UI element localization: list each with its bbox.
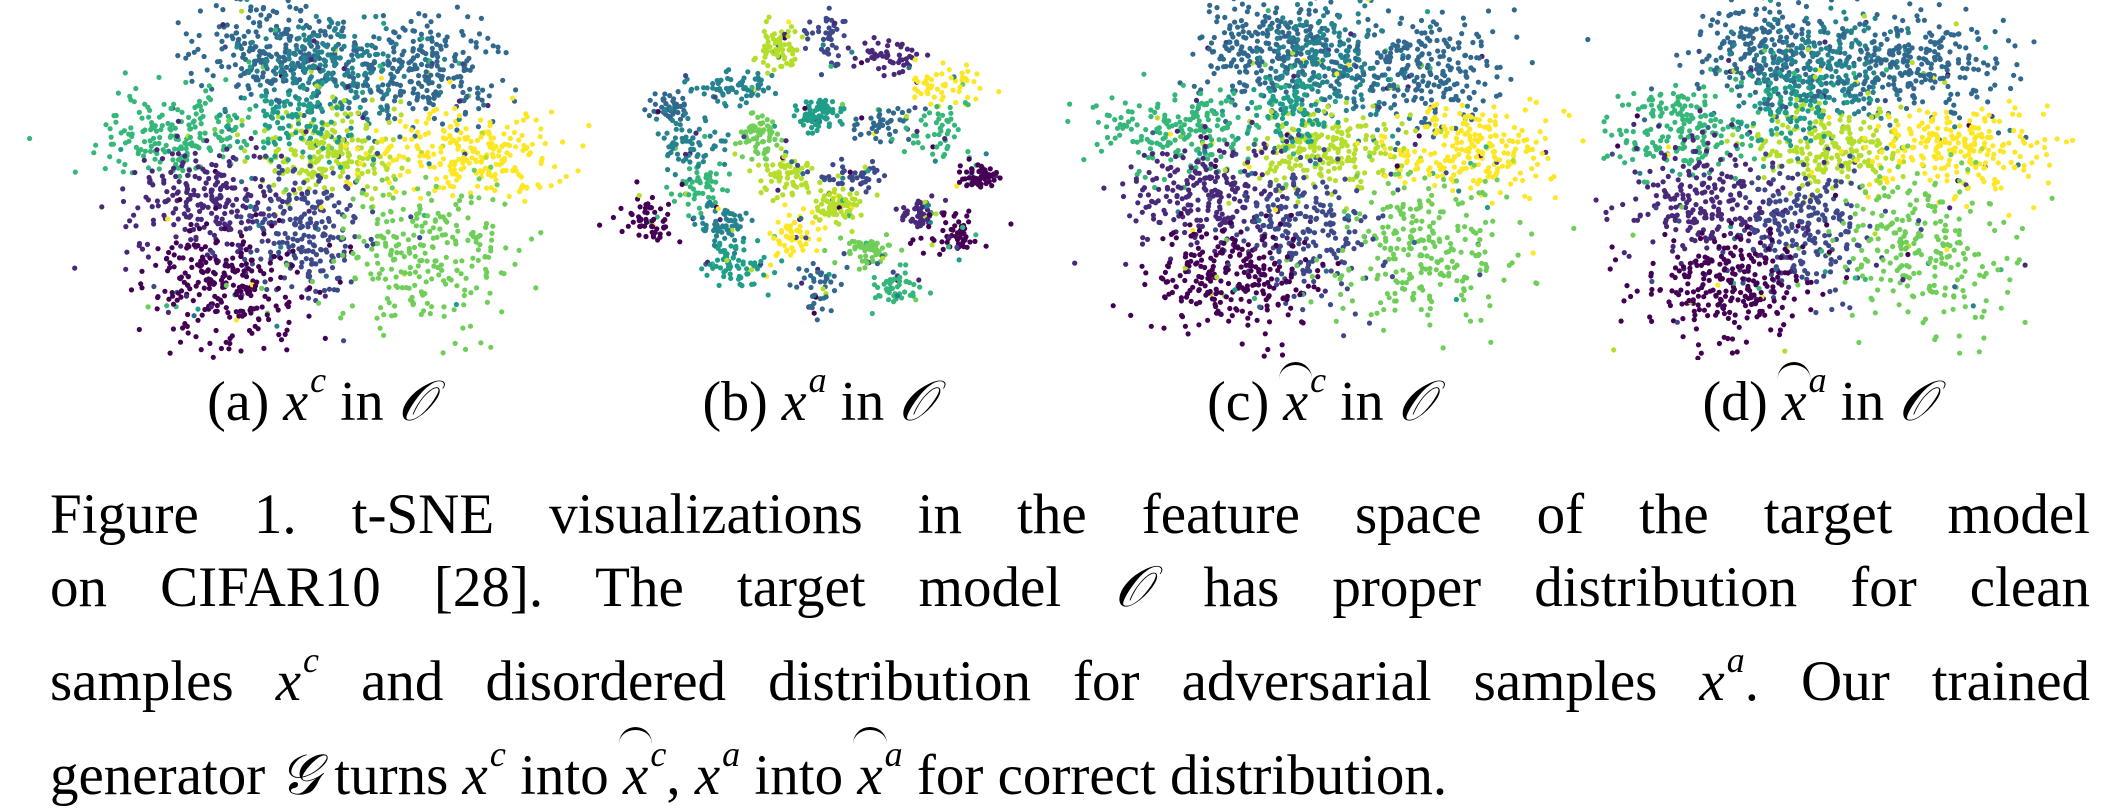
- caption-line-2a: on CIFAR10 [28]. The target model: [50, 556, 1061, 619]
- subcaption-d-sup: a: [1809, 360, 1827, 400]
- caption-line-4e: into: [754, 744, 843, 807]
- subcaption-b-var: x: [782, 371, 807, 433]
- tsne-panel-d: [1484, 0, 2076, 360]
- caption-line-1: Figure 1. t-SNE visualizations in the fe…: [50, 478, 2090, 551]
- tsne-panel-c: [1065, 0, 1590, 360]
- subcaption-d-var: x: [1782, 374, 1807, 430]
- caption-line-3: samples xc and disordered distribution f…: [50, 624, 2090, 718]
- caption-line-1-text: Figure 1. t-SNE visualizations in the fe…: [50, 483, 2090, 546]
- subcaption-d-model: 𝒪: [1898, 369, 1933, 434]
- caption-sup-a2: a: [722, 734, 740, 774]
- subcaption-b-model: 𝒪: [898, 369, 933, 434]
- subcaption-c-sup: c: [1310, 360, 1326, 400]
- tsne-panel-a: [27, 0, 591, 360]
- caption-xhat-a: x: [857, 739, 882, 812]
- caption-sup-c3: c: [650, 734, 666, 774]
- subcaption-d-in: in: [1841, 371, 1885, 433]
- subcaption-a-model: 𝒪: [398, 369, 433, 434]
- caption-line-3c: . Our trained: [1745, 650, 2090, 713]
- subcaption-a: (a) xc in 𝒪: [207, 362, 433, 430]
- caption-sup-c: c: [303, 640, 319, 680]
- subcaption-b: (b) xa in 𝒪: [703, 362, 934, 430]
- caption-sup-a: a: [1727, 640, 1745, 680]
- caption-line-3b: and disordered distribution for adversar…: [361, 650, 1657, 713]
- tsne-panel-b: [597, 6, 1014, 323]
- subcaption-a-label: (a): [207, 371, 269, 433]
- caption-xhat-c: x: [623, 739, 648, 812]
- subcaption-c-model: 𝒪: [1398, 369, 1433, 434]
- caption-generator-symbol: 𝒢: [279, 742, 320, 808]
- caption-line-4: generator 𝒢 turns xc into xc, xa into xa…: [50, 718, 2090, 812]
- subcaption-a-in: in: [340, 371, 384, 433]
- subcaption-b-in: in: [841, 371, 885, 433]
- caption-sup-a3: a: [885, 734, 903, 774]
- caption-x-adv: x: [1699, 650, 1724, 713]
- subcaption-c-in: in: [1340, 371, 1384, 433]
- caption-model-symbol: 𝒪: [1114, 554, 1150, 620]
- subcaption-c: (c) xc in 𝒪: [1207, 362, 1433, 430]
- caption-line-2: on CIFAR10 [28]. The target model 𝒪 has …: [50, 551, 2090, 624]
- caption-line-4c: into: [520, 744, 609, 807]
- subcaption-a-var: x: [283, 371, 308, 433]
- caption-sup-c2: c: [490, 734, 506, 774]
- subcaption-d: (d) xa in 𝒪: [1703, 362, 1934, 430]
- subcaption-a-sup: c: [310, 360, 326, 400]
- subcaption-d-label: (d): [1703, 371, 1768, 433]
- subcaption-b-sup: a: [809, 360, 827, 400]
- caption-x-a2: x: [695, 744, 720, 807]
- tsne-plots: [0, 0, 2104, 360]
- caption-line-4f: for correct distribution.: [917, 744, 1447, 807]
- figure-caption: Figure 1. t-SNE visualizations in the fe…: [50, 478, 2090, 812]
- caption-x-clean: x: [276, 650, 301, 713]
- caption-line-3a: samples: [50, 650, 234, 713]
- subcaption-c-label: (c): [1207, 371, 1269, 433]
- subcaption-c-var: x: [1283, 374, 1308, 430]
- caption-x-c2: x: [463, 744, 488, 807]
- caption-line-4a: generator: [50, 744, 265, 807]
- caption-line-4b: turns: [334, 744, 448, 807]
- caption-comma: ,: [666, 744, 680, 807]
- caption-line-2b: has proper distribution for clean: [1203, 556, 2090, 619]
- subcaption-b-label: (b): [703, 371, 768, 433]
